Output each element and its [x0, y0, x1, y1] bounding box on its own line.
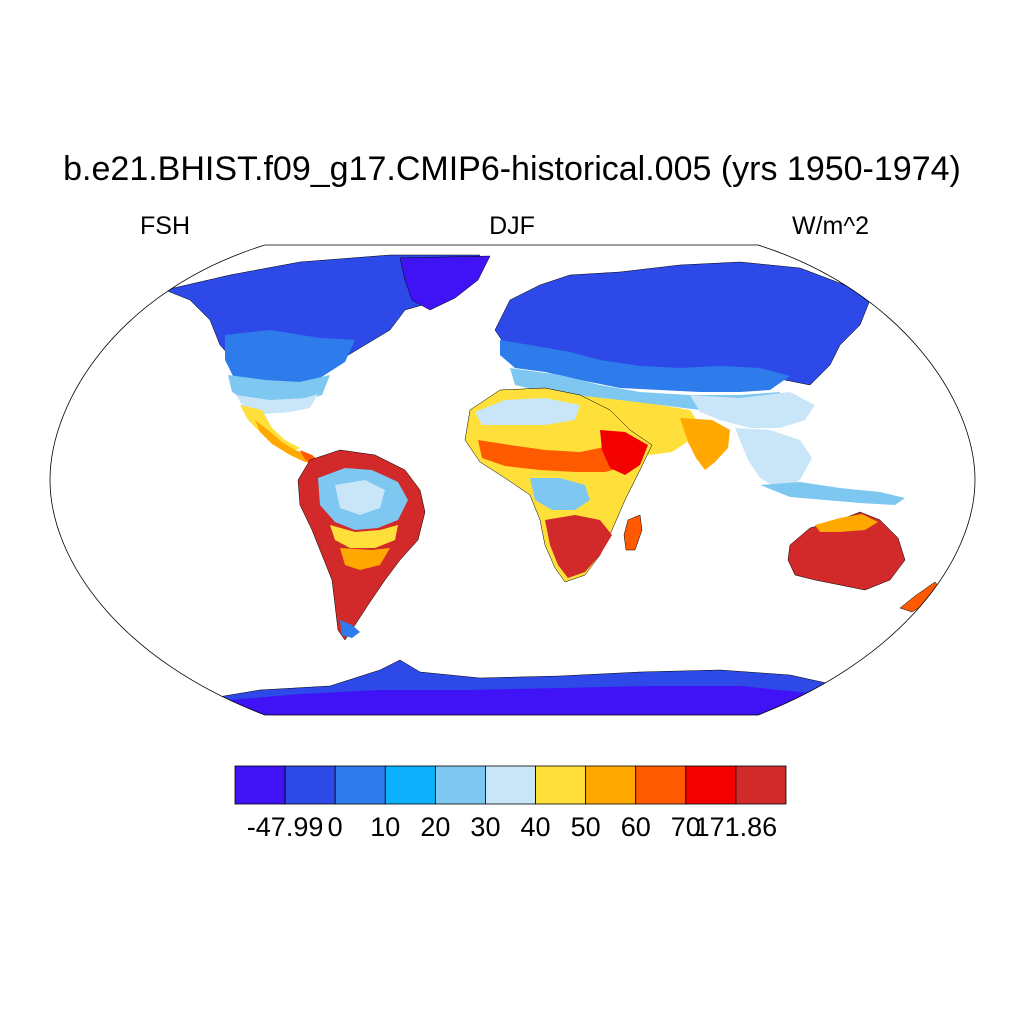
- greenland: [399, 255, 491, 311]
- colorbar-swatch: [334, 765, 386, 805]
- land-field: [164, 254, 943, 715]
- colorbar-swatch: [535, 765, 587, 805]
- colorbar-swatch: [585, 765, 637, 805]
- colorbar-tick-label: 171.86: [694, 812, 778, 842]
- variable-label: FSH: [140, 212, 190, 240]
- colorbar-swatch: [284, 765, 336, 805]
- colorbar-swatch: [485, 765, 536, 805]
- southern-africa: [545, 515, 612, 578]
- colorbar-swatch: [384, 765, 436, 805]
- amazon-core: [335, 480, 385, 515]
- colorbar-tick-label: 70: [670, 812, 701, 842]
- congo-basin: [530, 478, 590, 510]
- na-central: [228, 375, 330, 405]
- europe-south: [500, 340, 790, 392]
- sa-orange-band: [340, 548, 390, 570]
- colorbar-tick-label: 10: [370, 812, 401, 842]
- colorbar-swatch: [735, 765, 787, 805]
- horn-of-africa: [600, 430, 648, 475]
- southeast-asia: [735, 428, 812, 490]
- colorbar-swatch: [234, 765, 286, 805]
- madagascar: [623, 514, 643, 551]
- units-label: W/m^2: [792, 212, 870, 240]
- colorbar-tick-label: 20: [420, 812, 451, 842]
- na-midlatitude: [225, 330, 355, 386]
- colorbar-tick-label: 0: [327, 812, 343, 842]
- indonesia: [760, 482, 905, 505]
- patagonia-tip: [340, 620, 360, 638]
- colorbar-tick-label: 30: [470, 812, 501, 842]
- india: [680, 418, 730, 470]
- map-title: b.e21.BHIST.f09_g17.CMIP6-historical.005…: [63, 150, 961, 188]
- sa-yellow-band: [330, 525, 398, 548]
- antarctica-interior: [210, 686, 840, 715]
- colorbar: [234, 765, 787, 805]
- australia-north: [815, 514, 878, 532]
- sahel-hot: [478, 440, 642, 472]
- colorbar-swatch: [434, 765, 486, 805]
- colorbar-tick-label: 50: [570, 812, 601, 842]
- season-label: DJF: [489, 212, 535, 240]
- colorbar-swatch: [635, 765, 687, 805]
- mexico: [240, 405, 300, 452]
- globe-outline: [49, 244, 976, 716]
- colorbar-swatch: [685, 765, 737, 805]
- colorbar-tick-label: 40: [520, 812, 551, 842]
- sahara-north: [475, 398, 580, 425]
- colorbar-tick-label: -47.99: [246, 812, 324, 842]
- colorbar-tick-label: 60: [620, 812, 651, 842]
- china-band: [690, 392, 815, 428]
